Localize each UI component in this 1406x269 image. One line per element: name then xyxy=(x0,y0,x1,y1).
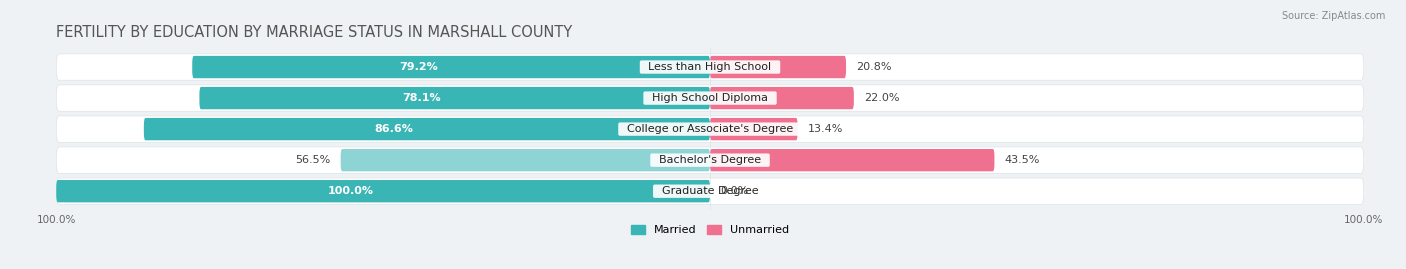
Text: High School Diploma: High School Diploma xyxy=(645,93,775,103)
FancyBboxPatch shape xyxy=(56,54,1364,80)
FancyBboxPatch shape xyxy=(710,149,994,171)
Text: Less than High School: Less than High School xyxy=(641,62,779,72)
Text: 13.4%: 13.4% xyxy=(807,124,842,134)
FancyBboxPatch shape xyxy=(56,178,1364,204)
FancyBboxPatch shape xyxy=(193,56,710,78)
FancyBboxPatch shape xyxy=(56,147,1364,173)
FancyBboxPatch shape xyxy=(143,118,710,140)
Text: 78.1%: 78.1% xyxy=(402,93,441,103)
FancyBboxPatch shape xyxy=(710,87,853,109)
FancyBboxPatch shape xyxy=(56,116,1364,142)
Text: FERTILITY BY EDUCATION BY MARRIAGE STATUS IN MARSHALL COUNTY: FERTILITY BY EDUCATION BY MARRIAGE STATU… xyxy=(56,25,572,40)
Text: 86.6%: 86.6% xyxy=(375,124,413,134)
FancyBboxPatch shape xyxy=(56,85,1364,111)
Text: 0.0%: 0.0% xyxy=(720,186,748,196)
Text: 20.8%: 20.8% xyxy=(856,62,891,72)
Text: 22.0%: 22.0% xyxy=(863,93,900,103)
Legend: Married, Unmarried: Married, Unmarried xyxy=(627,220,793,240)
FancyBboxPatch shape xyxy=(710,118,797,140)
FancyBboxPatch shape xyxy=(710,56,846,78)
Text: College or Associate's Degree: College or Associate's Degree xyxy=(620,124,800,134)
Text: 100.0%: 100.0% xyxy=(328,186,374,196)
Text: Graduate Degree: Graduate Degree xyxy=(655,186,765,196)
FancyBboxPatch shape xyxy=(200,87,710,109)
Text: Source: ZipAtlas.com: Source: ZipAtlas.com xyxy=(1281,11,1385,21)
Text: 43.5%: 43.5% xyxy=(1004,155,1039,165)
Text: Bachelor's Degree: Bachelor's Degree xyxy=(652,155,768,165)
Text: 79.2%: 79.2% xyxy=(399,62,437,72)
FancyBboxPatch shape xyxy=(340,149,710,171)
FancyBboxPatch shape xyxy=(56,180,710,202)
Text: 56.5%: 56.5% xyxy=(295,155,330,165)
